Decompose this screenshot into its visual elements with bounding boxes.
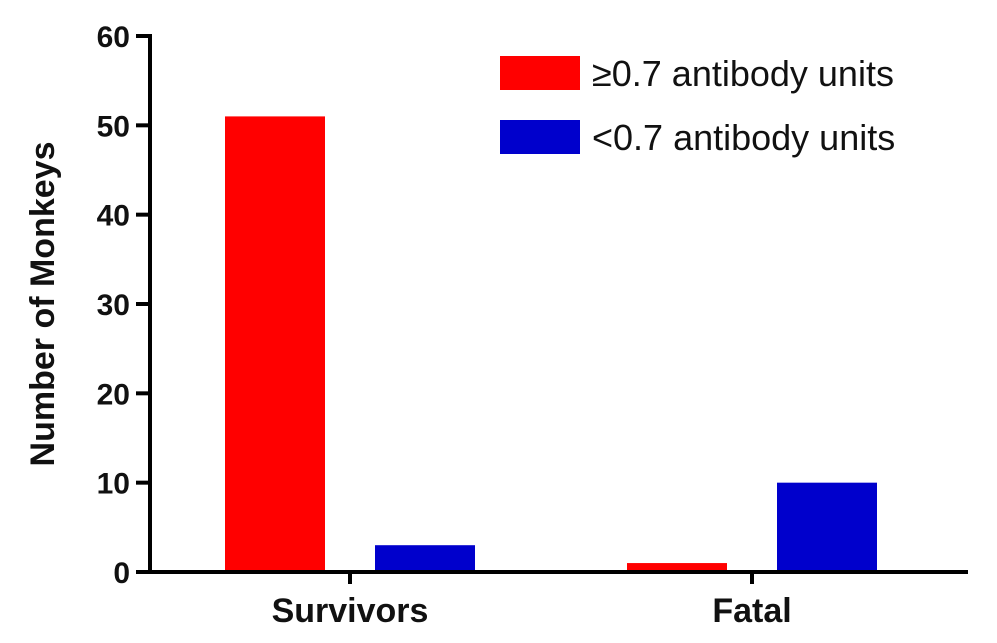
y-axis-ticks: 0 10 20 30 40 50 60 (97, 21, 150, 590)
bar-fatal-series-1 (627, 563, 727, 572)
bars (225, 116, 877, 573)
y-tick-label: 50 (97, 110, 130, 143)
axes (148, 34, 968, 584)
y-axis-title-group: Number of Monkeys (24, 142, 62, 467)
y-axis-title: Number of Monkeys (24, 142, 62, 467)
y-tick-label: 40 (97, 200, 130, 233)
x-category-label: Fatal (712, 592, 791, 630)
x-category-label: Survivors (272, 592, 429, 630)
y-tick-label: 10 (97, 468, 130, 501)
y-tick-label: 20 (97, 378, 130, 411)
y-tick-label: 0 (113, 557, 130, 590)
legend-label: ≥0.7 antibody units (592, 53, 894, 94)
legend-label: <0.7 antibody units (592, 117, 895, 158)
bar-fatal-series-2 (777, 482, 877, 572)
legend: ≥0.7 antibody units <0.7 antibody units (500, 53, 895, 158)
y-tick-label: 30 (97, 289, 130, 322)
x-axis-category-labels: Survivors Fatal (272, 592, 792, 630)
bar-survivors-series-2 (375, 545, 475, 572)
legend-swatch (500, 56, 580, 90)
y-tick-label: 60 (97, 21, 130, 54)
bar-survivors-series-1 (225, 116, 325, 573)
legend-swatch (500, 120, 580, 154)
